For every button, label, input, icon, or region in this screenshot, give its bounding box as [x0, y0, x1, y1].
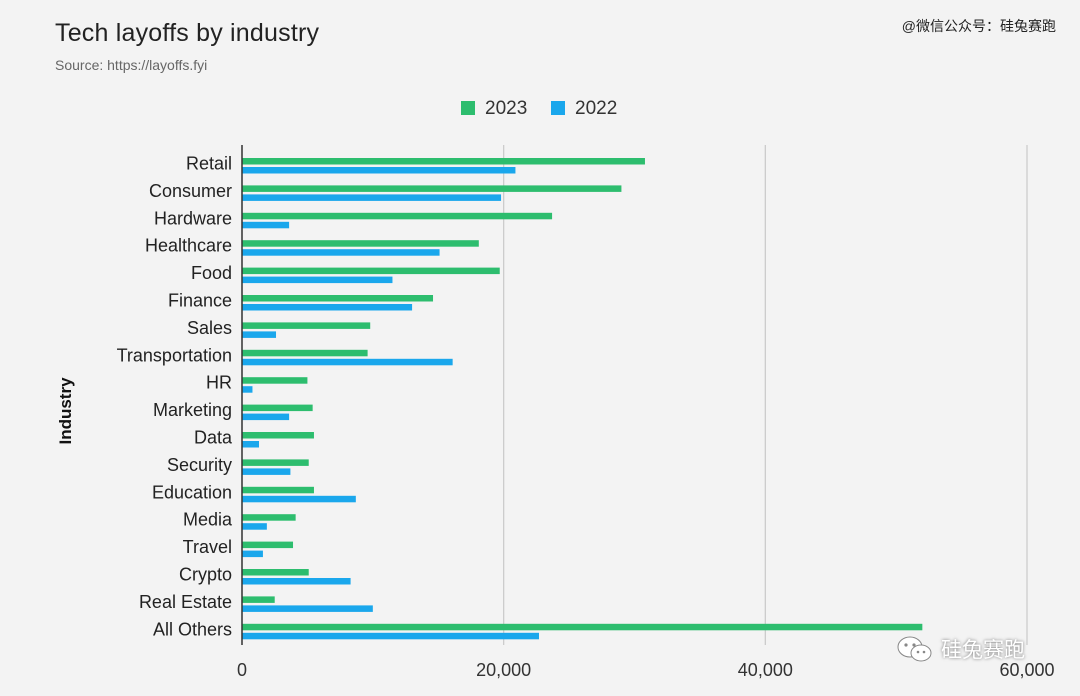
bar-food-2022	[242, 276, 393, 284]
category-label: Finance	[168, 291, 232, 311]
legend-swatch-2022	[551, 101, 565, 115]
bar-all-others-2023	[242, 623, 923, 631]
bar-all-others-2022	[242, 632, 539, 640]
bar-hr-2022	[242, 386, 253, 393]
bar-retail-2023	[242, 158, 645, 165]
x-tick-label: 0	[237, 660, 247, 680]
bar-security-2022	[242, 468, 291, 475]
legend-swatch-2023	[461, 101, 475, 115]
category-label: Crypto	[179, 565, 232, 585]
wechat-icon	[897, 636, 932, 662]
bar-consumer-2023	[242, 185, 622, 192]
bar-marketing-2023	[242, 404, 313, 412]
bar-crypto-2023	[242, 569, 309, 576]
category-label: HR	[206, 373, 232, 393]
category-label: Real Estate	[139, 592, 232, 612]
bar-consumer-2022	[242, 194, 502, 201]
watermark-top: @微信公众号：硅兔赛跑	[901, 18, 1056, 34]
category-label: Sales	[187, 318, 232, 338]
bar-hardware-2023	[242, 212, 553, 220]
bar-healthcare-2022	[242, 249, 440, 256]
category-label: Transportation	[117, 345, 232, 365]
x-tick-label: 40,000	[738, 660, 793, 680]
chart-title: Tech layoffs by industry	[55, 19, 320, 47]
bar-crypto-2022	[242, 578, 351, 585]
legend-label-2022: 2022	[575, 98, 617, 119]
bar-hardware-2022	[242, 221, 290, 229]
bar-finance-2023	[242, 295, 434, 302]
y-axis-title: Industry	[56, 377, 75, 445]
bar-data-2023	[242, 432, 314, 439]
category-label: Healthcare	[145, 236, 232, 256]
bar-travel-2023	[242, 541, 294, 549]
bar-hr-2023	[242, 377, 308, 384]
bar-security-2023	[242, 459, 309, 466]
category-label: Retail	[186, 154, 232, 174]
bar-travel-2022	[242, 550, 263, 558]
watermark-bottom-text: 硅兔赛跑	[941, 639, 1025, 662]
bar-media-2022	[242, 523, 267, 530]
category-label: Security	[167, 455, 232, 475]
category-label: Marketing	[153, 400, 232, 420]
bar-healthcare-2023	[242, 240, 479, 247]
bar-transportation-2022	[242, 358, 453, 366]
bar-sales-2023	[242, 322, 371, 329]
category-label: Food	[191, 263, 232, 283]
bar-real-estate-2023	[242, 596, 275, 603]
chart-subtitle: Source: https://layoffs.fyi	[55, 57, 208, 73]
legend-label-2023: 2023	[485, 98, 527, 119]
category-label: Data	[194, 428, 233, 448]
category-label: All Others	[153, 619, 232, 639]
bar-education-2022	[242, 495, 356, 503]
bar-real-estate-2022	[242, 605, 373, 612]
bar-marketing-2022	[242, 413, 290, 421]
category-label: Education	[152, 482, 232, 502]
watermark-bottom: 硅兔赛跑	[895, 634, 1025, 664]
bar-education-2023	[242, 486, 314, 494]
category-label: Media	[183, 510, 233, 530]
bar-sales-2022	[242, 331, 277, 338]
category-label: Hardware	[154, 208, 232, 228]
bar-data-2022	[242, 441, 260, 448]
bar-finance-2022	[242, 304, 413, 311]
bar-transportation-2023	[242, 349, 368, 357]
x-tick-label: 60,000	[999, 660, 1054, 680]
category-label: Consumer	[149, 181, 232, 201]
category-label: Travel	[183, 537, 232, 557]
x-tick-label: 20,000	[476, 660, 531, 680]
bar-retail-2022	[242, 167, 516, 174]
bar-media-2023	[242, 514, 296, 521]
bar-food-2023	[242, 267, 500, 275]
